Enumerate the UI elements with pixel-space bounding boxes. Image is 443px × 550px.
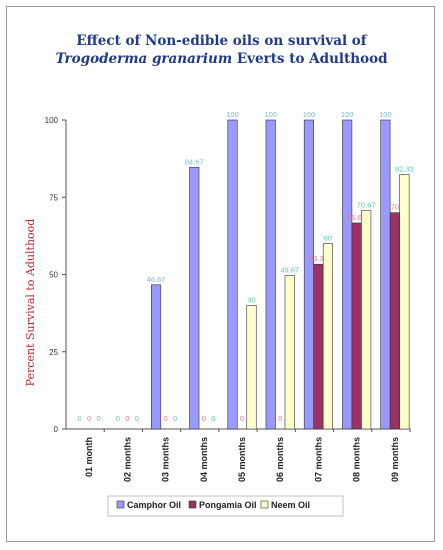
x-tick-label: 04 months bbox=[199, 437, 209, 482]
data-label: 100 bbox=[341, 110, 354, 119]
bar bbox=[284, 275, 295, 430]
data-label: 60 bbox=[324, 234, 332, 243]
bar bbox=[361, 210, 372, 430]
y-axis-label: Percent Survival to Adulthood bbox=[24, 219, 37, 387]
data-label: 100 bbox=[303, 110, 316, 119]
data-label: 66.67 bbox=[347, 213, 366, 222]
legend-swatch bbox=[116, 500, 125, 509]
x-tick-label: 02 months bbox=[122, 437, 132, 482]
data-label: 40 bbox=[247, 295, 255, 304]
y-tick-label: 75 bbox=[49, 193, 58, 202]
data-label: 70 bbox=[391, 203, 399, 212]
chart-title-line2: Trogoderma granarium Everts to Adulthood bbox=[0, 50, 443, 68]
data-label: 0 bbox=[97, 414, 101, 423]
data-label: 0 bbox=[135, 414, 139, 423]
data-label: 0 bbox=[87, 414, 91, 423]
legend-swatch bbox=[188, 500, 197, 509]
data-label: 100 bbox=[379, 110, 392, 119]
bar bbox=[246, 305, 257, 430]
data-label: 82.33 bbox=[395, 165, 414, 174]
data-label: 0 bbox=[173, 414, 177, 423]
data-label: 49.67 bbox=[280, 266, 299, 275]
data-label: 70.67 bbox=[357, 201, 376, 210]
bar bbox=[265, 119, 276, 430]
legend-label: Pongamia Oil bbox=[199, 500, 257, 510]
y-tick-label: 50 bbox=[49, 271, 58, 280]
bar bbox=[303, 119, 314, 430]
x-tick-label: 03 months bbox=[161, 437, 171, 482]
bar bbox=[322, 243, 333, 430]
data-label: 46.67 bbox=[147, 275, 166, 284]
bar bbox=[380, 119, 391, 430]
x-tick-label: 09 months bbox=[390, 437, 400, 482]
y-tick-label: 100 bbox=[45, 116, 59, 125]
x-tick-label: 01 month bbox=[84, 437, 94, 477]
bar bbox=[389, 212, 400, 430]
bar bbox=[342, 119, 353, 430]
bar bbox=[399, 174, 410, 430]
x-tick-label: 07 months bbox=[313, 437, 323, 482]
data-label: 0 bbox=[211, 414, 215, 423]
data-label: 0 bbox=[202, 414, 206, 423]
data-label: 53.33 bbox=[309, 254, 328, 263]
data-label: 0 bbox=[163, 414, 167, 423]
chart-title: Effect of Non-edible oils on survival of… bbox=[0, 32, 443, 68]
data-label: 0 bbox=[278, 414, 282, 423]
bar bbox=[151, 284, 162, 430]
chart-title-line1: Effect of Non-edible oils on survival of bbox=[76, 33, 367, 49]
data-label: 0 bbox=[125, 414, 129, 423]
legend-swatch bbox=[260, 500, 269, 509]
data-label: 100 bbox=[264, 110, 277, 119]
y-tick-label: 25 bbox=[49, 348, 58, 357]
legend-label: Camphor Oil bbox=[127, 500, 181, 510]
bar bbox=[351, 222, 362, 430]
x-tick-label: 06 months bbox=[275, 437, 285, 482]
data-label: 0 bbox=[240, 414, 244, 423]
legend-box bbox=[107, 495, 344, 517]
chart-title-rest: Everts to Adulthood bbox=[232, 51, 388, 67]
chart-title-species: Trogoderma granarium bbox=[55, 51, 233, 67]
legend-label: Neem Oil bbox=[271, 500, 310, 510]
bar bbox=[227, 119, 238, 430]
data-label: 0 bbox=[116, 414, 120, 423]
data-label: 0 bbox=[78, 414, 82, 423]
x-tick-label: 05 months bbox=[237, 437, 247, 482]
data-label: 100 bbox=[226, 110, 239, 119]
data-label: 84.67 bbox=[185, 157, 204, 166]
y-tick-label: 0 bbox=[54, 425, 59, 434]
bar bbox=[313, 263, 324, 430]
x-tick-label: 08 months bbox=[352, 437, 362, 482]
bar bbox=[189, 167, 200, 430]
